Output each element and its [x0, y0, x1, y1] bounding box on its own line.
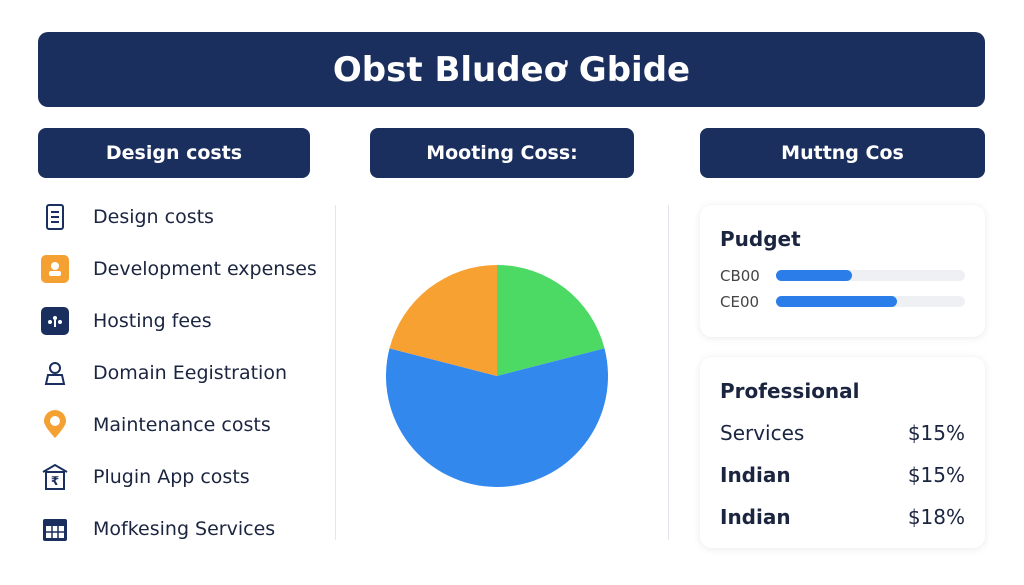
svg-text:₹: ₹ [51, 474, 59, 488]
row-value: $15% [907, 421, 965, 445]
list-item: Domain Eegistration [93, 362, 287, 384]
icon [44, 362, 66, 385]
column-header: Mooting Coss: [370, 128, 634, 178]
icon: ₹ [42, 463, 68, 490]
separator [335, 205, 336, 540]
list-item: Development expenses [93, 258, 317, 280]
professional-card: Professional Services $15% Indian $15% I… [700, 357, 985, 548]
bar-label: CE00 [720, 293, 760, 311]
list-item: Plugin App costs [93, 466, 250, 488]
bar-track [776, 296, 965, 307]
icon [41, 255, 69, 283]
row-value: $15% [907, 463, 965, 487]
bar [776, 296, 897, 307]
icon [43, 519, 67, 541]
icon [46, 204, 64, 230]
icon [44, 410, 66, 438]
title-banner: Obst Bludeơ Gbide [38, 32, 985, 107]
row-label: Services [720, 421, 805, 445]
icon [41, 307, 69, 335]
pie-slice [386, 348, 608, 488]
pie-chart [386, 265, 608, 488]
column-header: Design costs [38, 128, 310, 178]
list-item: Mofkesing Services [93, 518, 276, 540]
row-value: $18% [907, 505, 965, 529]
separator [668, 205, 669, 540]
list-item: Maintenance costs [93, 414, 271, 436]
budget-card: Pudget CB00 CE00 [700, 205, 985, 337]
bar-label: CB00 [720, 267, 760, 285]
pie-slice [497, 265, 605, 376]
row-label: Indian [720, 463, 791, 487]
pie-slice [389, 265, 497, 376]
card-title: Pudget [720, 227, 801, 251]
column-header: Muttng Cos [700, 128, 985, 178]
card-title: Professional [720, 379, 860, 403]
list-item: Design costs [93, 206, 214, 228]
bar-track [776, 270, 965, 281]
bar [776, 270, 852, 281]
row-label: Indian [720, 505, 791, 529]
list-item: Hosting fees [93, 310, 212, 332]
